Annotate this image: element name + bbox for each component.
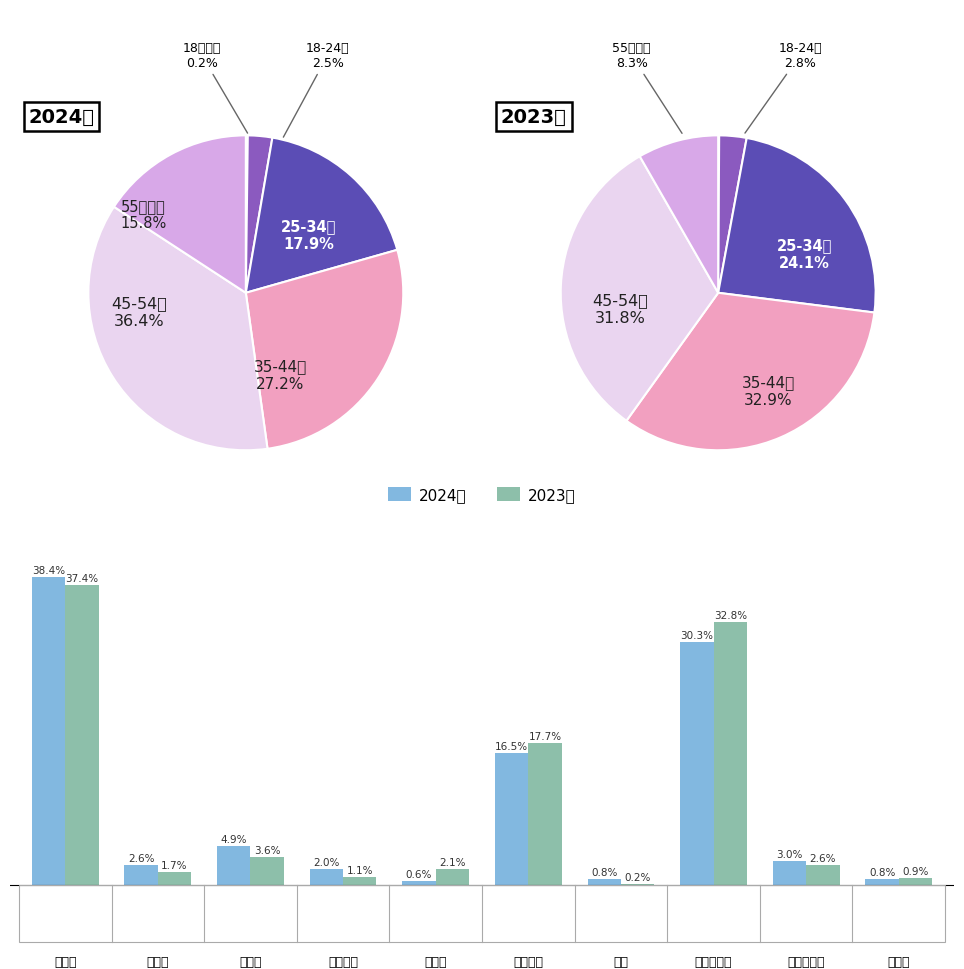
Text: 2.0%: 2.0% [313, 858, 339, 867]
Text: 4.9%: 4.9% [221, 834, 247, 844]
Bar [32, 578, 66, 886]
Wedge shape [561, 157, 718, 422]
Wedge shape [246, 139, 397, 294]
Text: 2.1%: 2.1% [440, 857, 466, 866]
Wedge shape [718, 137, 719, 294]
Text: 18-24歳
2.5%: 18-24歳 2.5% [283, 43, 350, 138]
Bar [66, 585, 98, 886]
Text: 37.4%: 37.4% [66, 574, 98, 583]
Wedge shape [246, 137, 248, 294]
Text: 55歳以上
15.8%: 55歳以上 15.8% [120, 199, 167, 231]
Text: 2024年: 2024年 [29, 108, 94, 127]
Text: 38.4%: 38.4% [32, 566, 66, 576]
Bar [436, 868, 469, 886]
Bar [343, 877, 376, 886]
Text: 18-24歳
2.8%: 18-24歳 2.8% [745, 43, 822, 134]
Text: 0.8%: 0.8% [591, 867, 618, 877]
Bar [806, 864, 840, 886]
Bar [124, 864, 158, 886]
Wedge shape [246, 137, 273, 294]
Bar [158, 872, 191, 886]
Text: 3.0%: 3.0% [776, 850, 803, 860]
Text: 35-44歳
27.2%: 35-44歳 27.2% [254, 359, 308, 391]
Text: 16.5%: 16.5% [495, 741, 528, 751]
Wedge shape [640, 137, 718, 294]
Wedge shape [718, 137, 747, 294]
Wedge shape [246, 251, 403, 450]
Text: 2.6%: 2.6% [810, 853, 836, 862]
Text: 45-54歳
36.4%: 45-54歳 36.4% [111, 297, 167, 328]
Bar [621, 884, 655, 886]
Wedge shape [89, 207, 268, 451]
Bar [773, 861, 806, 886]
Bar [713, 622, 747, 886]
Text: 17.7%: 17.7% [528, 732, 562, 741]
Bar [251, 857, 283, 886]
Text: 18歳未満
0.2%: 18歳未満 0.2% [182, 43, 248, 134]
Text: 0.8%: 0.8% [869, 867, 896, 877]
Wedge shape [114, 137, 246, 294]
Text: 2.6%: 2.6% [128, 853, 154, 862]
Text: 25-34歳
17.9%: 25-34歳 17.9% [281, 219, 336, 252]
Bar [866, 879, 898, 886]
Text: 30.3%: 30.3% [681, 631, 713, 641]
Text: 3.6%: 3.6% [254, 845, 281, 855]
Text: 32.8%: 32.8% [713, 610, 747, 620]
Text: 55歳以上
8.3%: 55歳以上 8.3% [612, 43, 683, 134]
Text: 1.7%: 1.7% [161, 860, 188, 870]
Text: 0.9%: 0.9% [902, 866, 928, 876]
Bar [402, 881, 436, 886]
Text: 25-34歳
24.1%: 25-34歳 24.1% [777, 238, 833, 270]
Text: 0.2%: 0.2% [625, 872, 651, 882]
Bar [217, 846, 251, 886]
Bar [528, 743, 562, 886]
Bar [681, 642, 713, 886]
Bar [588, 879, 621, 886]
Bar [309, 869, 343, 886]
Text: 1.1%: 1.1% [346, 864, 373, 875]
Bar [898, 878, 932, 886]
Legend: 2024年, 2023年: 2024年, 2023年 [383, 482, 581, 509]
Wedge shape [718, 139, 875, 313]
Text: 2023年: 2023年 [501, 108, 567, 127]
Text: 0.6%: 0.6% [406, 868, 432, 879]
Bar [495, 753, 528, 886]
Wedge shape [627, 294, 874, 451]
Bar [19, 886, 945, 942]
Text: 45-54歳
31.8%: 45-54歳 31.8% [593, 293, 649, 326]
Text: 35-44歳
32.9%: 35-44歳 32.9% [742, 375, 795, 407]
